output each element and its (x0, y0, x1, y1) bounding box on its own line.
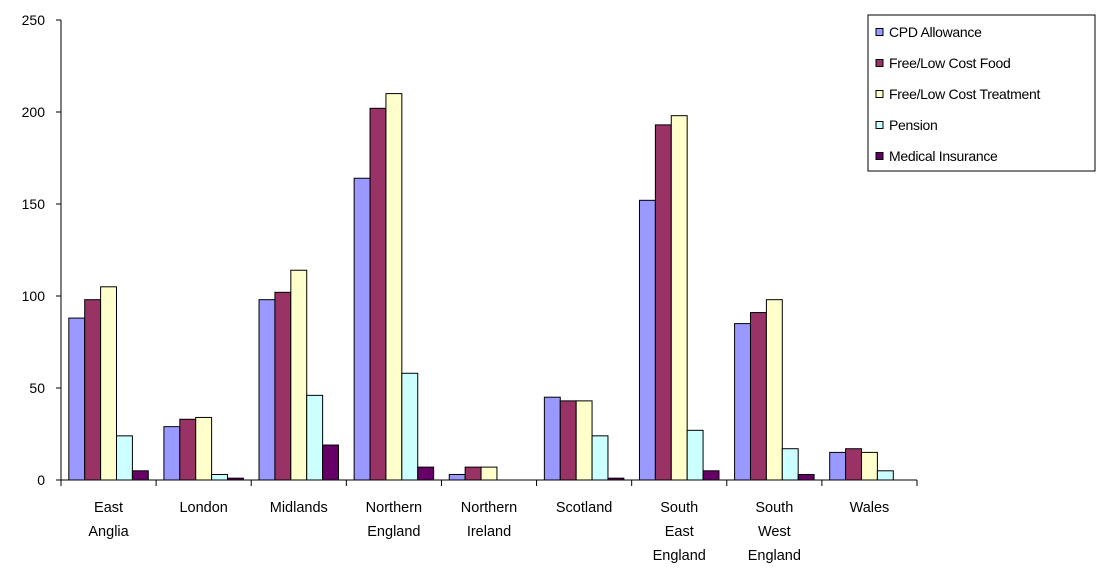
legend-swatch (875, 121, 884, 129)
bar (258, 299, 276, 481)
bar (369, 107, 387, 481)
legend-box (867, 14, 1096, 172)
legend-label: Medical Insurance (889, 148, 998, 164)
bar (749, 312, 767, 481)
x-tick-label: East Anglia (88, 500, 129, 540)
x-tick-label: Scotland (556, 500, 612, 516)
legend-swatch (875, 59, 884, 67)
bar (227, 477, 244, 481)
bar (559, 400, 577, 481)
bar (734, 323, 751, 481)
bar (607, 477, 625, 481)
bar (116, 435, 133, 481)
legend-label: Free/Low Cost Treatment (889, 86, 1040, 102)
bar (290, 269, 308, 481)
bar (829, 451, 847, 481)
bar (797, 473, 815, 481)
y-tick-label: 100 (22, 288, 46, 304)
bar (702, 470, 720, 481)
bar (480, 466, 498, 481)
bar (448, 473, 466, 481)
bar (417, 466, 435, 481)
bar (654, 124, 672, 481)
x-tick-label: South East England (653, 500, 706, 564)
y-axis: 0 50 100 150 200 250 (22, 12, 62, 488)
legend: CPD Allowance Free/Low Cost Food Free/Low … (867, 14, 1096, 172)
bar (385, 93, 403, 481)
x-tick-label: Northern Ireland (461, 500, 517, 540)
bar (195, 416, 213, 481)
y-tick-label: 200 (22, 104, 46, 120)
x-tick-label: Northern England (366, 500, 422, 540)
bar (131, 470, 149, 481)
legend-label: CPD Allowance (889, 24, 982, 40)
bar (860, 451, 878, 481)
y-tick-label: 50 (29, 380, 45, 396)
x-axis: East Anglia London Midlands Northern England N… (60, 479, 918, 564)
bar (353, 177, 371, 481)
bar (781, 448, 799, 481)
bar (686, 429, 704, 481)
bar (464, 466, 482, 481)
x-tick-label: London (179, 500, 227, 516)
bar (163, 426, 181, 481)
legend-label: Pension (889, 117, 938, 133)
bar (575, 400, 593, 481)
legend-label: Free/Low Cost Food (889, 55, 1010, 71)
bar (84, 299, 102, 481)
x-tick-label: South West England (748, 500, 801, 564)
x-tick-label: Wales (850, 500, 890, 516)
bar (670, 115, 688, 481)
bar (638, 199, 656, 481)
bar (322, 444, 340, 481)
bar (591, 435, 609, 481)
bar (274, 291, 292, 481)
bar (845, 448, 862, 481)
bar (401, 372, 419, 481)
bar (765, 299, 783, 481)
bars (68, 93, 894, 481)
bar (306, 394, 324, 481)
bar (68, 317, 86, 481)
legend-swatch (875, 28, 884, 36)
bar (179, 418, 197, 481)
bar (211, 473, 229, 481)
bar (543, 396, 561, 481)
legend-swatch (875, 152, 884, 160)
y-tick-label: 250 (22, 12, 46, 28)
y-tick-label: 0 (37, 472, 45, 488)
y-tick-label: 150 (22, 196, 46, 212)
bar (100, 286, 118, 481)
x-tick-label: Midlands (270, 500, 328, 516)
bar (876, 470, 894, 481)
legend-swatch (875, 90, 884, 98)
